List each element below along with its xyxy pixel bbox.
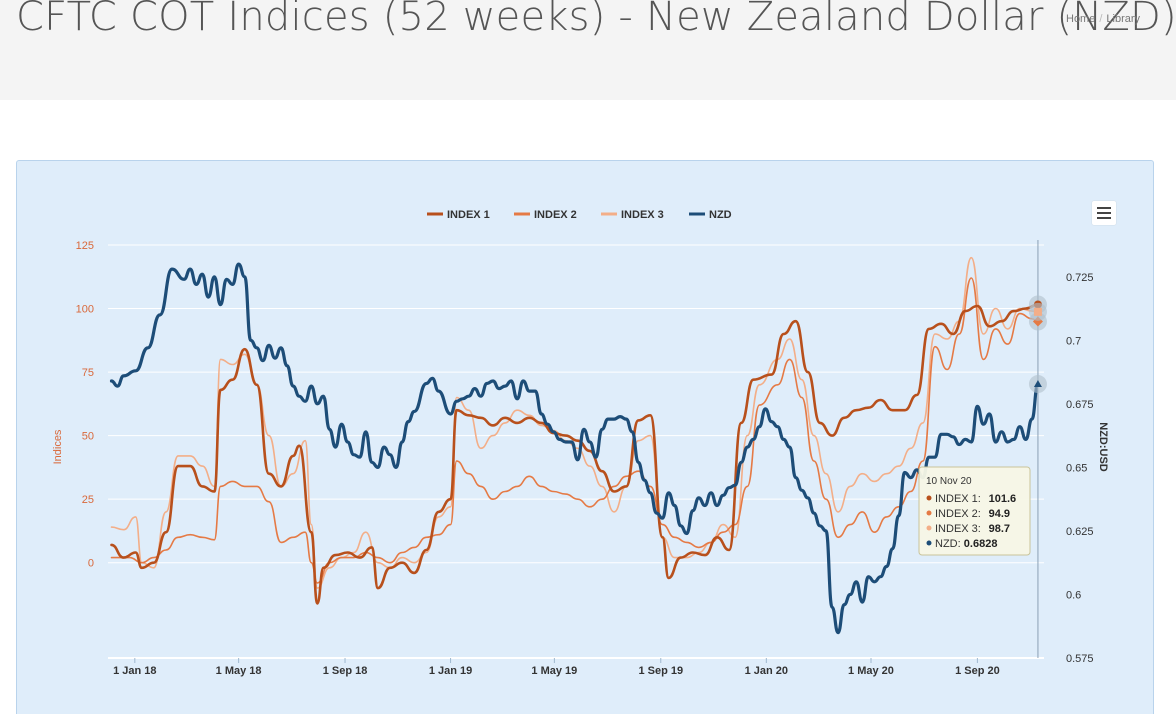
hamburger-menu-icon [1097, 207, 1111, 209]
tooltip-row-value: 98.7 [989, 523, 1010, 535]
x-axis-tick-label: 1 Jan 19 [429, 665, 472, 677]
chart-context-menu-button[interactable] [1092, 201, 1116, 225]
right-axis-tick-label: 0.625 [1066, 526, 1094, 538]
hamburger-menu-icon-bar [1097, 212, 1111, 214]
left-axis-ticks: 0 25 50 75 100 125 Indices [52, 240, 94, 570]
tooltip-row-label: INDEX 3: [935, 523, 981, 535]
left-axis-tick-label: 50 [82, 431, 94, 443]
right-axis-title: NZD:USD [1097, 422, 1109, 472]
breadcrumb-home-link[interactable]: Home [1066, 13, 1096, 25]
legend-label: INDEX 2 [534, 209, 577, 221]
series-line-index-2 [110, 277, 1039, 584]
x-axis-tick-label: 1 Sep 18 [323, 665, 368, 677]
tooltip: 10 Nov 20 INDEX 1: 101.6 INDEX 2: 94.9 INDEX … [918, 466, 1031, 556]
tooltip-series-dot-icon [926, 510, 932, 516]
page-title: CFTC COT Indices (52 weeks) - New Zealan… [16, 0, 1176, 40]
legend-label: INDEX 3 [621, 209, 664, 221]
legend-label: INDEX 1 [447, 209, 490, 221]
tooltip-row-label: INDEX 1: [935, 493, 981, 505]
legend-label: NZD [709, 209, 732, 221]
left-axis-tick-label: 25 [82, 494, 94, 506]
x-axis-tick-label: 1 May 20 [848, 665, 894, 677]
right-axis-tick-label: 0.725 [1066, 272, 1094, 284]
right-axis-ticks: 0.575 0.6 0.625 0.65 0.675 0.7 0.725 NZD:USD [1066, 272, 1109, 665]
breadcrumb: Home / Library [1066, 13, 1140, 25]
x-axis-tick-label: 1 Jan 20 [745, 665, 788, 677]
series-line-nzd [109, 262, 1040, 635]
x-axis-tick-label: 1 May 18 [216, 665, 262, 677]
page-header: CFTC COT Indices (52 weeks) - New Zealan… [0, 0, 1176, 100]
plot-area [109, 256, 1040, 635]
tooltip-row-label: NZD: [935, 538, 961, 550]
tooltip-row-value: 0.6828 [964, 538, 998, 550]
breadcrumb-library-link[interactable]: Library [1106, 13, 1141, 25]
x-axis-tick-label: 1 May 19 [531, 665, 577, 677]
tooltip-row-value: 94.9 [989, 508, 1010, 520]
tooltip-series-dot-icon [926, 525, 932, 531]
left-axis-tick-label: 125 [76, 240, 94, 252]
tooltip-row-value: 101.6 [989, 493, 1017, 505]
right-axis-tick-label: 0.7 [1066, 335, 1081, 347]
tooltip-series-dot-icon [926, 495, 932, 501]
hamburger-menu-icon-bar [1097, 217, 1111, 219]
tooltip-date: 10 Nov 20 [926, 476, 972, 487]
chart-panel [16, 160, 1154, 714]
hover-markers [1028, 295, 1047, 394]
right-axis-tick-label: 0.6 [1066, 589, 1081, 601]
left-axis-tick-label: 75 [82, 367, 94, 379]
right-axis-tick-label: 0.65 [1066, 462, 1087, 474]
tooltip-series-dot-icon [926, 540, 932, 546]
left-axis-title: Indices [52, 429, 64, 464]
legend-item-index-3[interactable]: INDEX 3 [601, 209, 664, 221]
left-axis-tick-label: 100 [76, 304, 94, 316]
legend-item-index-2[interactable]: INDEX 2 [514, 209, 577, 221]
left-axis-tick-label: 0 [88, 558, 94, 570]
series-line-index-3 [110, 256, 1039, 589]
x-axis-tick-label: 1 Jan 18 [113, 665, 156, 677]
breadcrumb-separator: / [1099, 13, 1103, 25]
tooltip-box [918, 466, 1031, 556]
legend-item-nzd[interactable]: NZD [689, 209, 732, 221]
tooltip-row-label: INDEX 2: [935, 508, 981, 520]
x-axis: 1 Jan 18 1 May 18 1 Sep 18 1 Jan 19 1 May 19… [108, 657, 1044, 677]
square-marker-icon [1033, 307, 1042, 316]
x-axis-tick-label: 1 Sep 19 [638, 665, 683, 677]
legend-item-index-1[interactable]: INDEX 1 [427, 209, 490, 221]
triangle-marker-icon [1033, 380, 1042, 388]
right-axis-tick-label: 0.675 [1066, 399, 1094, 411]
legend: INDEX 1 INDEX 2 INDEX 3 NZD [427, 209, 732, 221]
right-axis-tick-label: 0.575 [1066, 653, 1094, 665]
x-axis-tick-label: 1 Sep 20 [955, 665, 1000, 677]
